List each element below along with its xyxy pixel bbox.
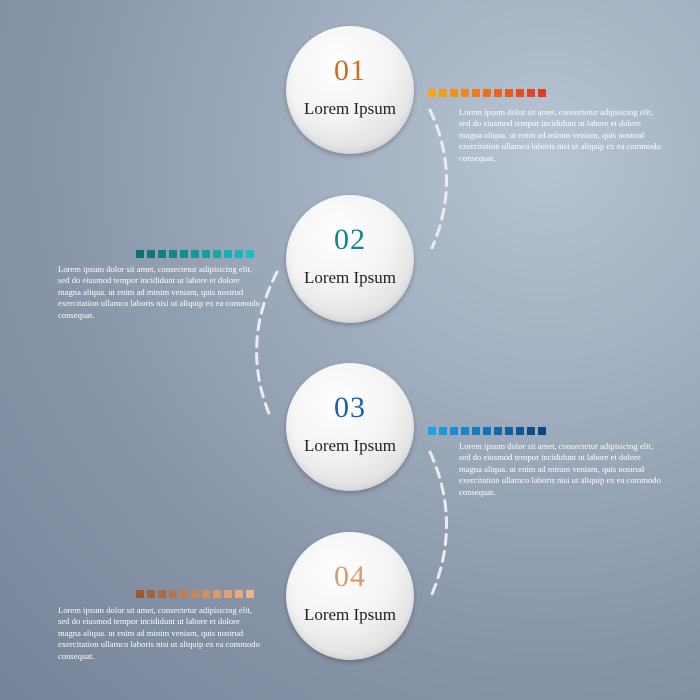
step-2-description: Lorem ipsum dolor sit amet, consectetur … <box>58 264 260 320</box>
step-3-square-2 <box>439 427 447 435</box>
step-2-square-7 <box>202 250 210 258</box>
step-2-square-8 <box>213 250 221 258</box>
step-4-square-4 <box>169 590 177 598</box>
step-3-title: Lorem Ipsum <box>303 436 397 455</box>
step-3-square-1 <box>428 427 436 435</box>
step-1-square-7 <box>494 89 502 97</box>
step-1-circle: 01 Lorem Ipsum <box>286 26 414 154</box>
step-4-square-11 <box>246 590 254 598</box>
step-1-description: Lorem ipsum dolor sit amet, consectetur … <box>459 107 661 163</box>
step-1-number: 01 <box>334 54 366 87</box>
step-1-square-10 <box>527 89 535 97</box>
step-1-square-3 <box>450 89 458 97</box>
step-3-squares <box>428 427 546 435</box>
step-2-circle: 02 Lorem Ipsum <box>286 195 414 323</box>
step-3-square-5 <box>472 427 480 435</box>
step-1-square-4 <box>461 89 469 97</box>
step-1-square-5 <box>472 89 480 97</box>
step-1-square-9 <box>516 89 524 97</box>
step-2-square-4 <box>169 250 177 258</box>
step-3-square-10 <box>527 427 535 435</box>
step-3-number: 03 <box>334 391 366 424</box>
step-4-square-6 <box>191 590 199 598</box>
step-3-square-7 <box>494 427 502 435</box>
step-3-square-3 <box>450 427 458 435</box>
step-4-square-3 <box>158 590 166 598</box>
step-2-square-9 <box>224 250 232 258</box>
step-2-title: Lorem Ipsum <box>303 268 397 287</box>
connector-3-4 <box>428 450 448 596</box>
step-1-square-1 <box>428 89 436 97</box>
step-3-description: Lorem ipsum dolor sit amet, consectetur … <box>459 441 661 497</box>
step-4-square-8 <box>213 590 221 598</box>
step-4-square-9 <box>224 590 232 598</box>
step-4-square-1 <box>136 590 144 598</box>
step-1-squares <box>428 89 546 97</box>
step-4-square-10 <box>235 590 243 598</box>
step-4-square-7 <box>202 590 210 598</box>
step-2-square-3 <box>158 250 166 258</box>
step-2-square-11 <box>246 250 254 258</box>
step-4-squares <box>136 590 254 598</box>
step-4-title: Lorem Ipsum <box>303 605 397 624</box>
step-3-square-9 <box>516 427 524 435</box>
step-1-square-11 <box>538 89 546 97</box>
step-2-squares <box>136 250 254 258</box>
step-3-square-11 <box>538 427 546 435</box>
step-3-square-6 <box>483 427 491 435</box>
step-2-square-2 <box>147 250 155 258</box>
step-3-circle: 03 Lorem Ipsum <box>286 363 414 491</box>
step-2-square-5 <box>180 250 188 258</box>
connector-1-2 <box>428 108 448 250</box>
step-4-number: 04 <box>334 560 366 593</box>
step-4-square-2 <box>147 590 155 598</box>
step-2-number: 02 <box>334 223 366 256</box>
step-2-square-6 <box>191 250 199 258</box>
step-4-circle: 04 Lorem Ipsum <box>286 532 414 660</box>
step-1-square-8 <box>505 89 513 97</box>
step-4-description: Lorem ipsum dolor sit amet, consectetur … <box>58 605 260 661</box>
step-3-square-8 <box>505 427 513 435</box>
step-3-square-4 <box>461 427 469 435</box>
step-1-square-6 <box>483 89 491 97</box>
step-4-square-5 <box>180 590 188 598</box>
step-2-square-10 <box>235 250 243 258</box>
step-1-square-2 <box>439 89 447 97</box>
step-2-square-1 <box>136 250 144 258</box>
step-1-title: Lorem Ipsum <box>303 99 397 118</box>
